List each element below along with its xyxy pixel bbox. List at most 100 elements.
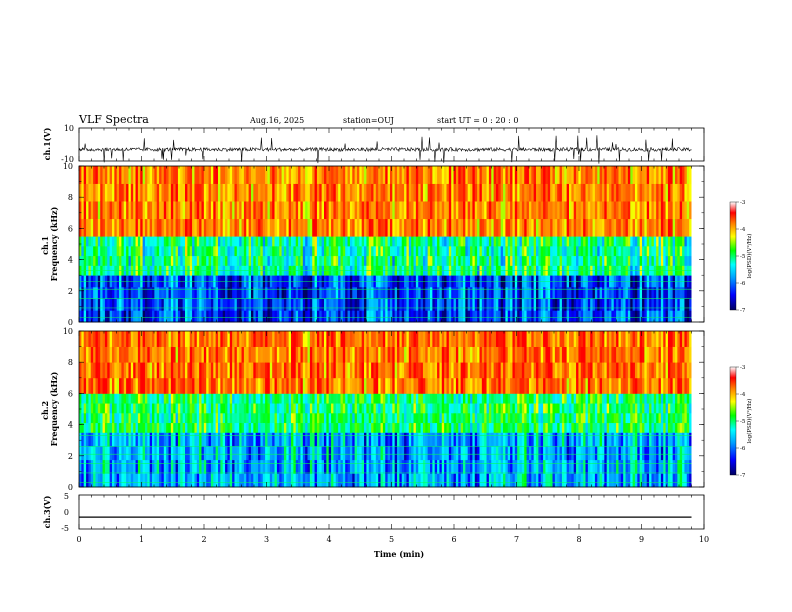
spectrogram-cell — [420, 245, 424, 257]
spectrogram-cell — [210, 201, 214, 220]
spectrogram-cell — [451, 298, 454, 311]
spectrogram-cell — [550, 286, 553, 299]
spectrogram-cell — [206, 346, 209, 363]
spectrogram-cell — [378, 473, 381, 488]
spectrogram-cell — [258, 245, 261, 257]
spectrogram-cell — [86, 346, 89, 363]
spectrogram-cell — [262, 403, 266, 414]
spectrogram-cell — [484, 183, 487, 202]
spectrogram-cell — [378, 166, 381, 184]
spectrogram-cell — [347, 201, 351, 220]
spectrogram-cell — [557, 201, 560, 220]
spectrogram-cell — [380, 403, 384, 414]
spectrogram-cell — [510, 245, 513, 257]
spectrogram-cell — [437, 236, 440, 247]
spectrogram-cell — [434, 201, 438, 220]
spectrogram-cell — [128, 183, 132, 202]
spectrogram-cell — [227, 166, 231, 184]
spectrogram-cell — [356, 236, 360, 247]
spectrogram-cell — [342, 346, 346, 363]
spectrogram-cell — [392, 166, 396, 184]
spectrogram-cell — [175, 412, 179, 424]
spectrogram-cell — [503, 286, 506, 299]
spectrogram-cell — [274, 310, 278, 323]
spectrogram-cell — [114, 310, 118, 323]
spectrogram-cell — [585, 166, 589, 184]
spectrogram-cell — [90, 393, 94, 404]
spectrogram-cell — [177, 403, 181, 414]
spectrogram-cell — [300, 377, 304, 394]
spectrogram-cell — [260, 362, 264, 379]
spectrogram-cell — [213, 362, 217, 379]
spectrogram-cell — [100, 245, 103, 257]
spectrogram-cell — [361, 286, 365, 299]
spectrogram-cell — [446, 286, 450, 299]
spectrogram-cell — [201, 422, 205, 433]
spectrogram-cell — [305, 201, 308, 220]
spectrogram-cell — [401, 236, 405, 247]
spectrogram-cell — [373, 310, 377, 323]
spectrogram-cell — [375, 377, 379, 394]
spectrogram-cell — [644, 183, 648, 202]
spectrogram-cell — [559, 166, 563, 184]
spectrogram-cell — [557, 218, 560, 237]
spectrogram-cell — [488, 218, 492, 237]
spectrogram-cell — [210, 422, 214, 433]
spectrogram-cell — [590, 201, 593, 220]
spectrogram-cell — [114, 459, 118, 474]
spectrogram-cell — [213, 403, 217, 414]
spectrogram-cell — [536, 183, 539, 202]
spectrogram-cell — [79, 298, 82, 311]
spectrogram-cell — [493, 201, 497, 220]
spectrogram-cell — [536, 166, 539, 184]
spectrogram-cell — [382, 331, 386, 347]
spectrogram-cell — [81, 473, 85, 488]
spectrogram-cell — [319, 245, 323, 257]
spectrogram-cell — [102, 432, 106, 447]
spectrogram-cell — [366, 473, 370, 488]
spectrogram-cell — [547, 245, 551, 257]
spectrogram-cell — [604, 255, 608, 266]
spectrogram-cell — [246, 286, 250, 299]
spectrogram-cell — [119, 346, 122, 363]
spectrogram-cell — [215, 166, 219, 184]
spectrogram-cell — [387, 432, 391, 447]
spectrogram-cell — [288, 362, 292, 379]
spectrogram-cell — [293, 422, 297, 433]
spectrogram-cell — [342, 403, 346, 414]
spectrogram-cell — [432, 236, 436, 247]
spectrogram-cell — [361, 310, 365, 323]
spectrogram-cell — [283, 432, 287, 447]
spectrogram-cell — [152, 393, 155, 404]
spectrogram-cell — [495, 286, 499, 299]
spectrogram-cell — [531, 286, 535, 299]
spectrogram-cell — [378, 236, 381, 247]
spectrogram-cell — [255, 245, 259, 257]
spectrogram-cell — [347, 422, 351, 433]
spectrogram-cell — [319, 298, 323, 311]
spectrogram-cell — [677, 236, 681, 247]
spectrogram-cell — [109, 377, 113, 394]
spectrogram-cell — [378, 201, 381, 220]
spectrogram-cell — [241, 459, 245, 474]
spectrogram-cell — [672, 236, 676, 247]
spectrogram-cell — [689, 286, 692, 299]
spectrogram-cell — [378, 403, 381, 414]
spectrogram-cell — [347, 393, 351, 404]
spectrogram-cell — [632, 201, 636, 220]
spectrogram-cell — [488, 255, 492, 266]
spectrogram-cell — [561, 310, 565, 323]
spectrogram-cell — [168, 166, 172, 184]
spectrogram-cell — [569, 166, 572, 184]
spectrogram-cell — [111, 432, 115, 447]
spectrogram-cell — [121, 393, 125, 404]
spectrogram-cell — [163, 403, 167, 414]
spectrogram-cell — [203, 236, 207, 247]
spectrogram-cell — [561, 236, 565, 247]
spectrogram-cell — [243, 403, 247, 414]
spectrogram-cell — [373, 432, 377, 447]
spectrogram-cell — [104, 422, 108, 433]
spectrogram-cell — [152, 422, 155, 433]
spectrogram-cell — [312, 201, 315, 220]
spectrogram-cell — [116, 331, 120, 347]
